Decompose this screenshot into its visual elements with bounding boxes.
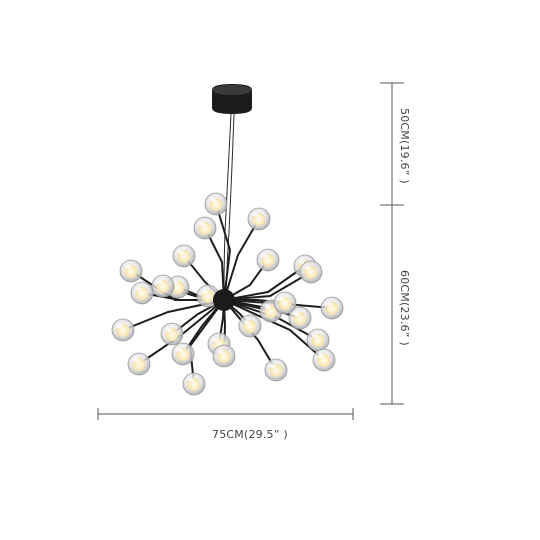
glass-globes [111, 192, 344, 396]
arm-branch [223, 218, 260, 301]
glass-globe [119, 259, 143, 283]
glass-globe [312, 348, 336, 372]
glass-globe [306, 328, 330, 352]
glass-globe [160, 322, 184, 346]
arm-branch [223, 299, 277, 371]
glass-globe [273, 291, 297, 315]
glass-globe [212, 344, 236, 368]
glass-globe [256, 248, 280, 272]
arm-branch [223, 271, 312, 301]
glass-globe [172, 244, 196, 268]
width-dimension-line [97, 408, 354, 420]
glass-globe [288, 306, 312, 330]
glass-globe [264, 358, 288, 382]
glass-globe [127, 352, 151, 376]
glass-globe [171, 342, 195, 366]
glass-globe [111, 318, 135, 342]
glass-globe [299, 260, 323, 284]
glass-globe [166, 275, 190, 299]
glass-globe [193, 216, 217, 240]
glass-globe [247, 207, 271, 231]
height-dimension-line [380, 82, 404, 405]
glass-globe [238, 314, 262, 338]
center-hub [213, 289, 235, 311]
arm-branch [204, 227, 225, 301]
glass-globe [182, 372, 206, 396]
arm-branch [215, 203, 232, 301]
cord-length-dimension-label: 50CM(19.6” ) [398, 108, 411, 184]
glass-globe [130, 281, 154, 305]
glass-globe [320, 296, 344, 320]
ceiling-canopy [212, 84, 252, 114]
glass-globe [151, 274, 175, 298]
width-dimension-label: 75CM(29.5” ) [212, 428, 288, 441]
arm-branch [223, 265, 306, 301]
fixture-height-dimension-label: 60CM(23.6” ) [398, 270, 411, 346]
glass-globe [204, 192, 228, 216]
